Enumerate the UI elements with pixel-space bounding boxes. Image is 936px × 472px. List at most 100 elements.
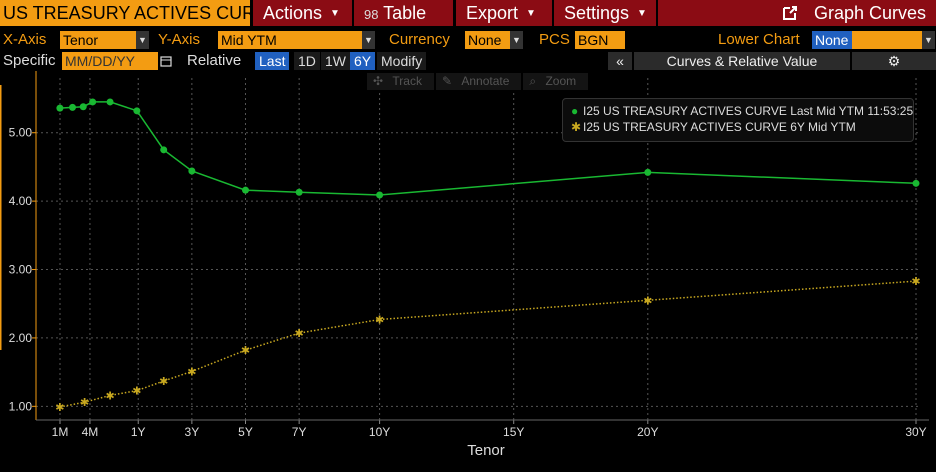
export-menu[interactable]: Export ▼ bbox=[456, 0, 552, 26]
series-last-point bbox=[56, 104, 64, 112]
date-options-bar: Specific MM/DD/YY Relative Last 1D 1W 6Y… bbox=[0, 51, 936, 71]
legend-label-last: I25 US TREASURY ACTIVES CURVE Last Mid Y… bbox=[583, 104, 914, 118]
series-last-point bbox=[89, 98, 97, 106]
chevron-down-icon[interactable]: ▼ bbox=[922, 31, 935, 49]
series-last-point bbox=[644, 168, 652, 176]
x-tick-label: 1Y bbox=[131, 425, 146, 439]
zoom-tool-label: Zoom bbox=[539, 74, 583, 88]
graph-curves-button[interactable]: Graph Curves bbox=[658, 0, 936, 26]
series-last-point bbox=[69, 103, 77, 111]
chevron-down-icon[interactable]: ▼ bbox=[136, 31, 149, 49]
x-tick-label: 4M bbox=[82, 425, 99, 439]
period-last-button[interactable]: Last bbox=[255, 52, 290, 70]
axis-options-bar: X-Axis Tenor ▼ Y-Axis Mid YTM ▼ Currency… bbox=[0, 30, 936, 50]
star-marker-icon: ✱ bbox=[571, 120, 582, 134]
period-1w-button[interactable]: 1W bbox=[321, 52, 350, 70]
series-6y-point: ✱ bbox=[241, 344, 250, 357]
curves-relative-value-tab[interactable]: Curves & Relative Value bbox=[634, 52, 850, 70]
x-tick-label: 7Y bbox=[292, 425, 307, 439]
track-tool[interactable]: ✣ Track bbox=[367, 73, 434, 90]
y-tick-label: 4.00 bbox=[9, 194, 33, 208]
export-menu-label: Export bbox=[466, 3, 519, 23]
track-tool-label: Track bbox=[386, 74, 428, 88]
x-tick-label: 5Y bbox=[238, 425, 253, 439]
x-axis-title: Tenor bbox=[467, 442, 505, 459]
zoom-tool[interactable]: ⌕ Zoom bbox=[523, 73, 589, 90]
lower-chart-select-fill[interactable] bbox=[852, 31, 922, 49]
annotate-tool[interactable]: ✎ Annotate bbox=[435, 73, 522, 90]
series-6y-point: ✱ bbox=[375, 313, 384, 326]
pcs-label: PCS bbox=[539, 31, 570, 48]
lower-chart-label: Lower Chart bbox=[718, 31, 800, 48]
series-last-point bbox=[79, 103, 87, 111]
series-6y-point: ✱ bbox=[55, 401, 64, 414]
currency-select[interactable]: None bbox=[465, 31, 510, 49]
table-menu-label: Table bbox=[383, 3, 427, 23]
series-6y-point: ✱ bbox=[187, 365, 196, 378]
date-input[interactable]: MM/DD/YY bbox=[62, 52, 158, 70]
series-last-point bbox=[188, 167, 196, 175]
annotate-tool-label: Annotate bbox=[455, 74, 516, 88]
x-tick-label: 30Y bbox=[905, 425, 926, 439]
series-6y-point: ✱ bbox=[643, 294, 652, 307]
period-1d-button[interactable]: 1D bbox=[294, 52, 320, 70]
series-last-point bbox=[106, 98, 114, 106]
currency-label: Currency bbox=[389, 31, 450, 48]
xaxis-select[interactable]: Tenor bbox=[60, 31, 136, 49]
chevron-down-icon[interactable]: ▼ bbox=[362, 31, 375, 49]
series-last-point bbox=[160, 146, 168, 154]
yaxis-select[interactable]: Mid YTM bbox=[218, 31, 362, 49]
series-last-point bbox=[376, 191, 384, 199]
y-axis-ticks: 1.00 2.00 3.00 4.00 5.00 bbox=[9, 126, 36, 413]
dot-marker-icon: ● bbox=[571, 104, 579, 118]
series-6y-point: ✱ bbox=[159, 375, 168, 388]
chevron-down-icon: ▼ bbox=[330, 8, 340, 20]
series-6y-point: ✱ bbox=[132, 385, 141, 398]
x-tick-label: 15Y bbox=[503, 425, 524, 439]
chevron-down-icon: ▼ bbox=[637, 8, 647, 20]
series-6y-point: ✱ bbox=[295, 327, 304, 340]
chart-series: ✱ ✱ ✱ ✱ ✱ ✱ ✱ ✱ ✱ ✱ ✱ bbox=[55, 98, 921, 414]
gear-icon[interactable]: ⚙ bbox=[852, 52, 936, 70]
y-tick-label: 1.00 bbox=[9, 399, 33, 413]
chevron-down-icon[interactable]: ▼ bbox=[510, 31, 523, 49]
actions-menu[interactable]: Actions ▼ bbox=[253, 0, 352, 26]
graph-curves-label: Graph Curves bbox=[813, 3, 926, 23]
period-6y-button[interactable]: 6Y bbox=[350, 52, 376, 70]
calendar-icon[interactable] bbox=[160, 52, 174, 70]
actions-menu-label: Actions bbox=[263, 3, 323, 23]
y-tick-label: 3.00 bbox=[9, 263, 33, 277]
table-menu[interactable]: 98 Table bbox=[354, 0, 453, 26]
settings-menu[interactable]: Settings ▼ bbox=[554, 0, 656, 26]
specific-label: Specific bbox=[3, 52, 56, 69]
legend-label-6y: I25 US TREASURY ACTIVES CURVE 6Y Mid YTM bbox=[583, 120, 856, 134]
top-menu-bar: US TREASURY ACTIVES CURV Actions ▼ 98 Tab… bbox=[0, 0, 936, 26]
series-last-point bbox=[295, 188, 303, 196]
series-last-point bbox=[242, 186, 250, 194]
series-6y-point: ✱ bbox=[80, 396, 89, 409]
collapse-button[interactable]: « bbox=[608, 52, 632, 70]
series-6y-point: ✱ bbox=[911, 275, 920, 288]
relative-label: Relative bbox=[187, 52, 242, 69]
curve-title-field[interactable]: US TREASURY ACTIVES CURV bbox=[0, 0, 250, 26]
x-tick-label: 10Y bbox=[369, 425, 390, 439]
x-tick-label: 1M bbox=[52, 425, 69, 439]
x-axis-ticks: 1M 4M 1Y 3Y 5Y 7Y 10Y 15Y 20Y 30Y bbox=[36, 419, 929, 439]
series-6y-line bbox=[59, 280, 917, 408]
series-last-point bbox=[912, 179, 920, 187]
modify-button[interactable]: Modify bbox=[377, 52, 427, 70]
settings-menu-label: Settings bbox=[564, 3, 630, 23]
chart-tools: ✣ Track ✎ Annotate ⌕ Zoom bbox=[367, 73, 589, 90]
chevron-down-icon: ▼ bbox=[526, 8, 536, 20]
popout-icon bbox=[782, 6, 797, 20]
xaxis-label: X-Axis bbox=[3, 31, 47, 48]
table-icon: 98 bbox=[364, 7, 379, 22]
series-6y-point: ✱ bbox=[105, 389, 114, 402]
series-last-point bbox=[133, 107, 141, 115]
x-tick-label: 3Y bbox=[185, 425, 200, 439]
lower-chart-select[interactable]: None bbox=[812, 31, 852, 49]
y-tick-label: 2.00 bbox=[9, 331, 33, 345]
pcs-input[interactable]: BGN bbox=[575, 31, 625, 49]
legend-item-6y: ✱ I25 US TREASURY ACTIVES CURVE 6Y Mid YT… bbox=[571, 120, 856, 134]
yaxis-label: Y-Axis bbox=[158, 31, 200, 48]
